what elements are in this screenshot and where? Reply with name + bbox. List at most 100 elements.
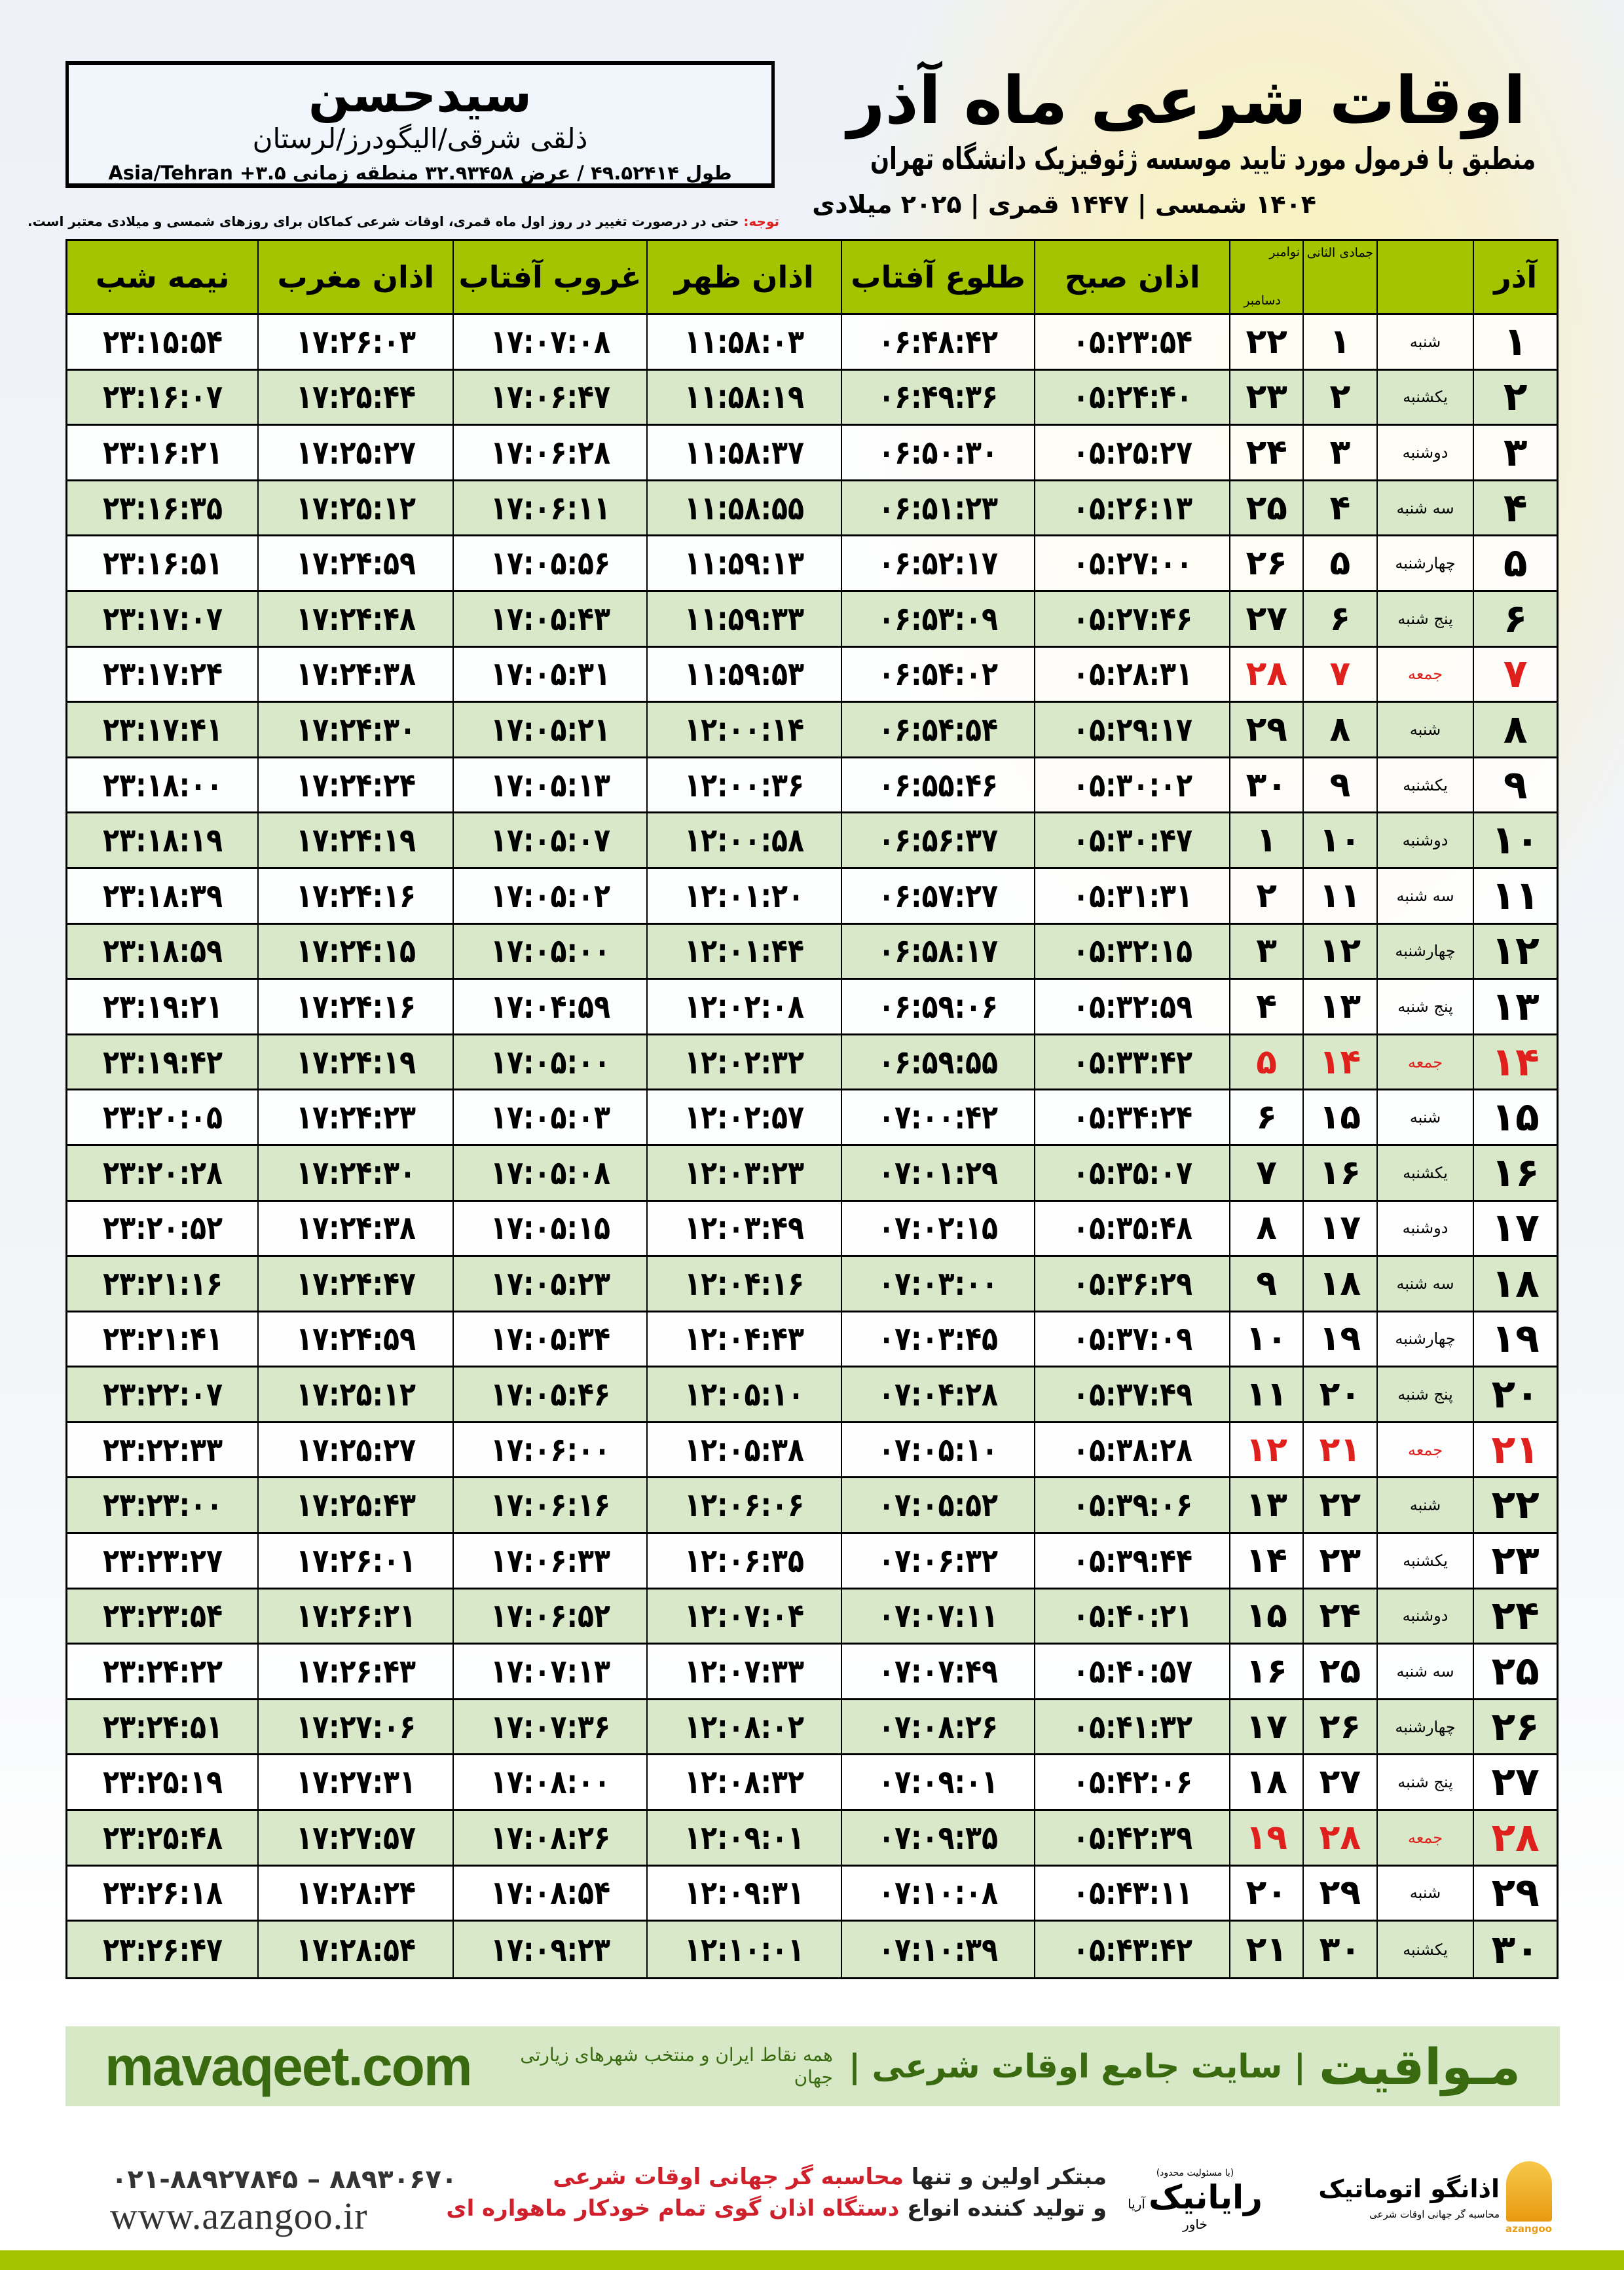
- cell-dhuhr-text: ۱۲:۰۵:۳۸: [684, 1430, 804, 1469]
- cell-greg-text: ۳: [1256, 931, 1278, 971]
- cell-maghrib-text: ۱۷:۲۴:۳۰: [295, 1153, 416, 1192]
- cell-fajr: ۰۵:۳۴:۲۴: [1035, 1090, 1231, 1144]
- cell-fajr: ۰۵:۳۰:۴۷: [1035, 813, 1231, 867]
- cell-greg: ۱۹: [1230, 1811, 1304, 1865]
- cell-maghrib-text: ۱۷:۲۴:۱۹: [295, 821, 416, 860]
- cell-sunset-text: ۱۷:۰۴:۵۹: [490, 987, 610, 1026]
- cell-weekday-text: یکشنبه: [1403, 775, 1448, 794]
- cell-dhuhr-text: ۱۲:۱۰:۰۱: [684, 1930, 804, 1969]
- cell-dhuhr: ۱۱:۵۹:۵۳: [648, 647, 842, 701]
- promo-line2-b: دستگاه اذان گوی تمام خودکار ماهواره ای: [446, 2195, 900, 2222]
- cell-sunset-text: ۱۷:۰۶:۰۰: [490, 1430, 610, 1469]
- cell-dhuhr-text: ۱۱:۵۹:۱۳: [684, 544, 804, 583]
- table-row: ۲۳:۱۷:۰۷ ۱۷:۲۴:۴۸ ۱۷:۰۵:۴۳ ۱۱:۵۹:۳۳ ۰۶:۵۳:۰۹…: [67, 591, 1557, 648]
- cell-dhuhr-text: ۱۲:۰۹:۰۱: [684, 1818, 804, 1857]
- cell-fajr: ۰۵:۳۵:۴۸: [1035, 1201, 1231, 1256]
- cell-greg-text: ۱۴: [1246, 1540, 1287, 1580]
- cell-dhuhr-text: ۱۲:۰۸:۰۲: [684, 1707, 804, 1746]
- cell-greg-text: ۱۰: [1246, 1319, 1287, 1359]
- cell-midnight-text: ۲۳:۲۴:۵۱: [102, 1707, 223, 1746]
- cell-dhuhr: ۱۲:۰۸:۳۲: [648, 1755, 842, 1810]
- page-title: اوقات شرعی ماه آذر: [847, 62, 1526, 139]
- cell-fajr: ۰۵:۲۸:۳۱: [1035, 647, 1231, 701]
- cell-midnight-text: ۲۳:۱۸:۳۹: [102, 876, 223, 915]
- cell-fajr: ۰۵:۴۰:۲۱: [1035, 1589, 1231, 1643]
- cell-dhuhr: ۱۲:۰۹:۰۱: [648, 1811, 842, 1865]
- cell-fajr: ۰۵:۴۰:۵۷: [1035, 1645, 1231, 1698]
- cell-sunrise: ۰۶:۵۸:۱۷: [842, 924, 1036, 978]
- table-row: ۲۳:۲۴:۵۱ ۱۷:۲۷:۰۶ ۱۷:۰۷:۳۶ ۱۲:۰۸:۰۲ ۰۷:۰۸:۲۶…: [67, 1700, 1557, 1756]
- cell-maghrib-text: ۱۷:۲۵:۴۴: [295, 378, 416, 417]
- cell-greg: ۱: [1230, 813, 1304, 867]
- cell-sunset: ۱۷:۰۴:۵۹: [454, 980, 648, 1033]
- cell-dhuhr: ۱۲:۰۳:۲۳: [648, 1145, 842, 1200]
- cell-day-text: ۱: [1503, 318, 1528, 365]
- cell-fajr: ۰۵:۳۱:۳۱: [1035, 868, 1231, 923]
- cell-greg: ۱۸: [1230, 1755, 1304, 1810]
- cell-dhuhr-text: ۱۲:۰۲:۰۸: [684, 987, 804, 1026]
- cell-weekday-text: شنبه: [1409, 332, 1441, 351]
- header-sunrise: طلوع آفتاب: [842, 241, 1036, 313]
- cell-dhuhr: ۱۲:۰۳:۴۹: [648, 1201, 842, 1256]
- cell-sunset-text: ۱۷:۰۵:۵۶: [490, 544, 610, 583]
- cell-sunrise-text: ۰۶:۴۸:۴۲: [878, 322, 998, 361]
- cell-greg-text: ۲۰: [1246, 1873, 1287, 1913]
- cell-midnight: ۲۳:۲۰:۵۲: [67, 1201, 259, 1256]
- cell-dhuhr-text: ۱۱:۵۸:۱۹: [684, 378, 804, 417]
- cell-sunrise-text: ۰۷:۰۸:۲۶: [878, 1707, 998, 1746]
- cell-hijri-text: ۱۹: [1319, 1319, 1361, 1359]
- cell-maghrib-text: ۱۷:۲۷:۵۷: [295, 1818, 416, 1857]
- cell-midnight-text: ۲۳:۱۸:۵۹: [102, 932, 223, 971]
- cell-maghrib: ۱۷:۲۵:۴۴: [259, 370, 454, 424]
- cell-fajr: ۰۵:۴۱:۳۲: [1035, 1700, 1231, 1754]
- cell-dhuhr: ۱۲:۰۶:۳۵: [648, 1534, 842, 1588]
- cell-sunset-text: ۱۷:۰۶:۴۷: [490, 378, 610, 417]
- cell-dhuhr-text: ۱۲:۰۵:۱۰: [684, 1375, 804, 1414]
- cell-day: ۱۳: [1474, 980, 1557, 1033]
- azangoo-url[interactable]: www.azangoo.ir: [110, 2195, 368, 2237]
- cell-sunrise: ۰۷:۰۸:۲۶: [842, 1700, 1036, 1754]
- cell-greg: ۲۰: [1230, 1866, 1304, 1920]
- cell-sunset: ۱۷:۰۵:۱۵: [454, 1201, 648, 1256]
- cell-greg-text: ۸: [1256, 1208, 1278, 1248]
- cell-greg: ۲۲: [1230, 315, 1304, 369]
- cell-dhuhr: ۱۲:۰۲:۳۲: [648, 1035, 842, 1089]
- banner-tagline: | سایت جامع اوقات شرعی |: [848, 2047, 1306, 2085]
- cell-hijri: ۱۵: [1304, 1090, 1378, 1144]
- cell-midnight: ۲۳:۲۴:۲۲: [67, 1645, 259, 1698]
- cell-dhuhr: ۱۲:۰۵:۱۰: [648, 1368, 842, 1421]
- table-row: ۲۳:۲۰:۰۵ ۱۷:۲۴:۲۳ ۱۷:۰۵:۰۳ ۱۲:۰۲:۵۷ ۰۷:۰۰:۴۲…: [67, 1090, 1557, 1146]
- cell-sunset-text: ۱۷:۰۸:۲۶: [490, 1818, 610, 1857]
- cell-weekday: پنج شنبه: [1378, 1368, 1475, 1421]
- cell-dhuhr: ۱۲:۰۷:۳۳: [648, 1645, 842, 1698]
- cell-hijri-text: ۲۰: [1319, 1375, 1361, 1415]
- cell-maghrib: ۱۷:۲۸:۲۴: [259, 1866, 454, 1920]
- cell-greg: ۳: [1230, 924, 1304, 978]
- cell-fajr-text: ۰۵:۲۷:۰۰: [1072, 544, 1192, 583]
- cell-hijri: ۲۴: [1304, 1589, 1378, 1643]
- cell-day-text: ۲۷: [1491, 1759, 1540, 1806]
- cell-sunrise: ۰۷:۰۵:۵۲: [842, 1478, 1036, 1533]
- cell-fajr-text: ۰۵:۴۳:۱۱: [1072, 1874, 1192, 1912]
- header-fajr: اذان صبح: [1035, 241, 1231, 313]
- cell-sunrise: ۰۷:۰۹:۳۵: [842, 1811, 1036, 1865]
- cell-greg-text: ۶: [1256, 1098, 1278, 1138]
- mavaqeet-url[interactable]: mavaqeet.com: [105, 2035, 473, 2097]
- mavaqeet-banner: مـواقیت | سایت جامع اوقات شرعی | همه نقا…: [65, 2026, 1560, 2106]
- cell-sunrise-text: ۰۶:۵۹:۵۵: [878, 1043, 998, 1081]
- promo-line1-b: محاسبه گر جهانی اوقات شرعی: [553, 2164, 904, 2190]
- cell-dhuhr-text: ۱۲:۰۸:۳۲: [684, 1763, 804, 1802]
- cell-sunset-text: ۱۷:۰۵:۰۸: [490, 1153, 610, 1192]
- cell-day: ۲۷: [1474, 1755, 1557, 1809]
- cell-maghrib-text: ۱۷:۲۷:۰۶: [295, 1707, 416, 1746]
- cell-hijri-text: ۷: [1329, 654, 1351, 694]
- cell-hijri-text: ۱۸: [1319, 1263, 1361, 1303]
- cell-sunrise-text: ۰۷:۰۵:۵۲: [878, 1486, 998, 1525]
- cell-midnight-text: ۲۳:۲۶:۴۷: [102, 1930, 223, 1969]
- cell-sunrise-text: ۰۶:۵۴:۵۴: [878, 710, 998, 749]
- cell-sunset: ۱۷:۰۸:۰۰: [454, 1755, 648, 1810]
- cell-weekday: چهارشنبه: [1378, 536, 1475, 590]
- cell-sunrise-text: ۰۷:۰۱:۲۹: [878, 1153, 998, 1192]
- cell-dhuhr: ۱۱:۵۸:۵۵: [648, 481, 842, 535]
- cell-greg: ۹: [1230, 1257, 1304, 1311]
